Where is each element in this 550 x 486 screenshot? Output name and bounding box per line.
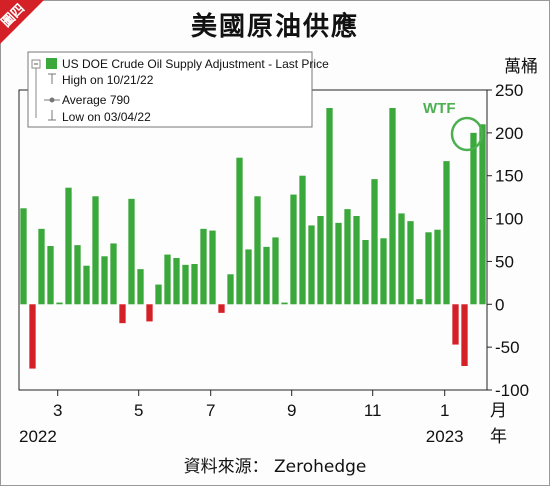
bar xyxy=(245,249,252,305)
x-tick-label: 5 xyxy=(134,401,143,420)
x-unit-label: 月 xyxy=(490,401,507,420)
bar xyxy=(272,237,279,305)
bar xyxy=(389,108,396,305)
bar xyxy=(344,209,351,305)
y-tick-label: 250 xyxy=(495,81,523,100)
y-tick-label: 0 xyxy=(495,295,504,314)
legend-high-icon xyxy=(48,73,56,84)
bar xyxy=(209,230,216,305)
legend-low-icon xyxy=(48,110,56,121)
bar xyxy=(263,246,270,305)
x-tick-label: 3 xyxy=(53,401,62,420)
bar xyxy=(470,132,477,305)
x-year-label: 2023 xyxy=(426,427,464,446)
bar xyxy=(47,246,54,305)
y-tick-label: 150 xyxy=(495,167,523,186)
bar xyxy=(38,228,45,305)
wtf-annotation: WTF xyxy=(423,100,455,117)
bar xyxy=(110,243,117,305)
bar xyxy=(128,198,135,305)
bar xyxy=(416,299,423,305)
y-tick-label: 100 xyxy=(495,210,523,229)
legend-low-label: Low on 03/04/22 xyxy=(62,110,151,124)
legend-box xyxy=(27,51,313,128)
x-tick-label: 11 xyxy=(364,401,382,420)
corner-badge xyxy=(0,0,44,44)
legend-average-icon xyxy=(44,97,60,103)
legend: US DOE Crude Oil Supply Adjustment - Las… xyxy=(27,51,329,128)
bar xyxy=(254,196,261,305)
x-year-label: 2022 xyxy=(19,427,57,446)
bar xyxy=(407,221,414,305)
bar xyxy=(101,256,108,305)
bar xyxy=(191,264,198,305)
bar xyxy=(380,238,387,305)
bar xyxy=(74,245,81,305)
bars xyxy=(20,108,486,369)
x-unit-label: 年 xyxy=(490,427,507,446)
bar xyxy=(434,229,441,305)
plot-area xyxy=(18,89,488,391)
bar xyxy=(452,304,459,345)
bar xyxy=(119,304,126,324)
y-tick-label: 50 xyxy=(495,252,514,271)
bar xyxy=(20,208,27,305)
bar xyxy=(164,254,171,305)
bar xyxy=(335,222,342,305)
bar xyxy=(182,264,189,305)
legend-series-name: US DOE Crude Oil Supply Adjustment - Las… xyxy=(62,57,329,71)
bar xyxy=(398,213,405,305)
annotation: WTF xyxy=(423,100,484,152)
bar xyxy=(479,124,486,305)
legend-series-swatch xyxy=(46,58,57,69)
bar xyxy=(317,216,324,305)
source-note: 資料來源： Zerohedge xyxy=(183,457,367,477)
y-axis-unit-label: 萬桶 xyxy=(504,57,538,76)
bar xyxy=(65,187,72,305)
bar xyxy=(92,196,99,305)
bar xyxy=(308,225,315,305)
chart-title: 美國原油供應 xyxy=(190,12,359,42)
bar xyxy=(137,269,144,305)
bar xyxy=(218,304,225,313)
bar xyxy=(155,284,162,305)
bar xyxy=(227,274,234,305)
bar xyxy=(146,304,153,322)
bar xyxy=(353,216,360,305)
x-tick-label: 9 xyxy=(287,401,296,420)
highlight-ring xyxy=(450,116,484,152)
bar xyxy=(281,302,288,305)
legend-high-label: High on 10/21/22 xyxy=(62,73,154,87)
bar xyxy=(200,228,207,305)
bar xyxy=(56,302,63,305)
bar xyxy=(461,304,468,366)
y-tick-label: -50 xyxy=(495,338,520,357)
x-tick-label: 7 xyxy=(206,401,215,420)
bar xyxy=(425,232,432,305)
bar xyxy=(290,194,297,305)
bar xyxy=(371,179,378,305)
y-tick-label: 200 xyxy=(495,124,523,143)
bar xyxy=(236,157,243,305)
bar xyxy=(362,240,369,305)
bar xyxy=(29,304,36,369)
bar xyxy=(443,161,450,305)
bar xyxy=(83,265,90,305)
x-tick-label: 1 xyxy=(440,401,449,420)
bar xyxy=(173,258,180,305)
legend-average-label: Average 790 xyxy=(62,93,130,107)
bar xyxy=(326,108,333,305)
bar xyxy=(299,175,306,305)
y-tick-label: -100 xyxy=(495,381,529,400)
